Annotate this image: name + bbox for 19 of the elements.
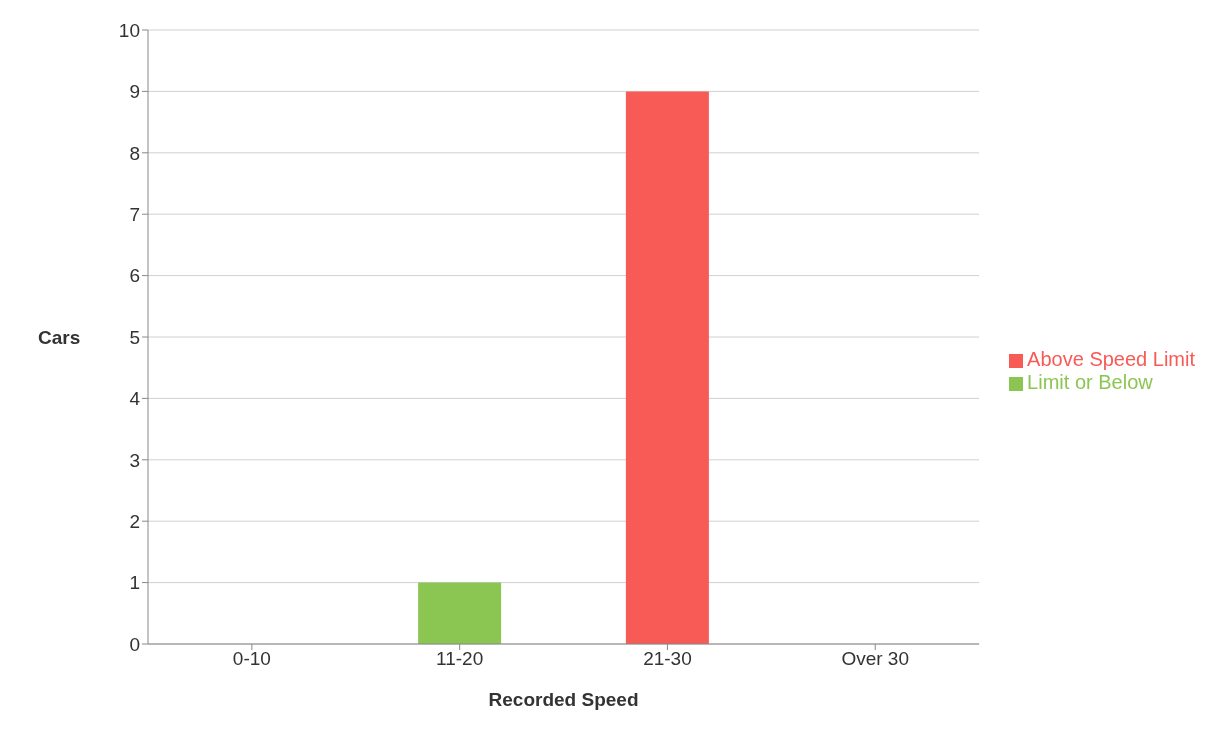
y-tick-label: 9 bbox=[129, 81, 140, 103]
x-tick-label: Over 30 bbox=[841, 648, 910, 670]
y-tick-label: 8 bbox=[129, 142, 140, 164]
y-tick-label: 5 bbox=[129, 326, 140, 348]
y-tick-label: 3 bbox=[129, 449, 140, 471]
y-tick-label: 6 bbox=[129, 265, 140, 287]
x-axis-title: Recorded Speed bbox=[488, 689, 639, 710]
y-tick-label: 2 bbox=[129, 510, 140, 532]
y-tick-label: 1 bbox=[129, 572, 140, 594]
y-tick-label: 4 bbox=[129, 388, 141, 410]
legend-label: Limit or Below bbox=[1027, 371, 1153, 393]
y-tick-label: 7 bbox=[129, 203, 140, 225]
legend-label: Above Speed Limit bbox=[1027, 348, 1195, 370]
x-tick-label: 0-10 bbox=[232, 648, 271, 670]
y-tick-label: 10 bbox=[118, 19, 140, 41]
x-tick-label: 21-30 bbox=[643, 648, 692, 670]
x-tick-label: 11-20 bbox=[436, 648, 484, 670]
y-tick-label: 0 bbox=[129, 633, 140, 655]
y-axis-title: Cars bbox=[38, 326, 81, 348]
